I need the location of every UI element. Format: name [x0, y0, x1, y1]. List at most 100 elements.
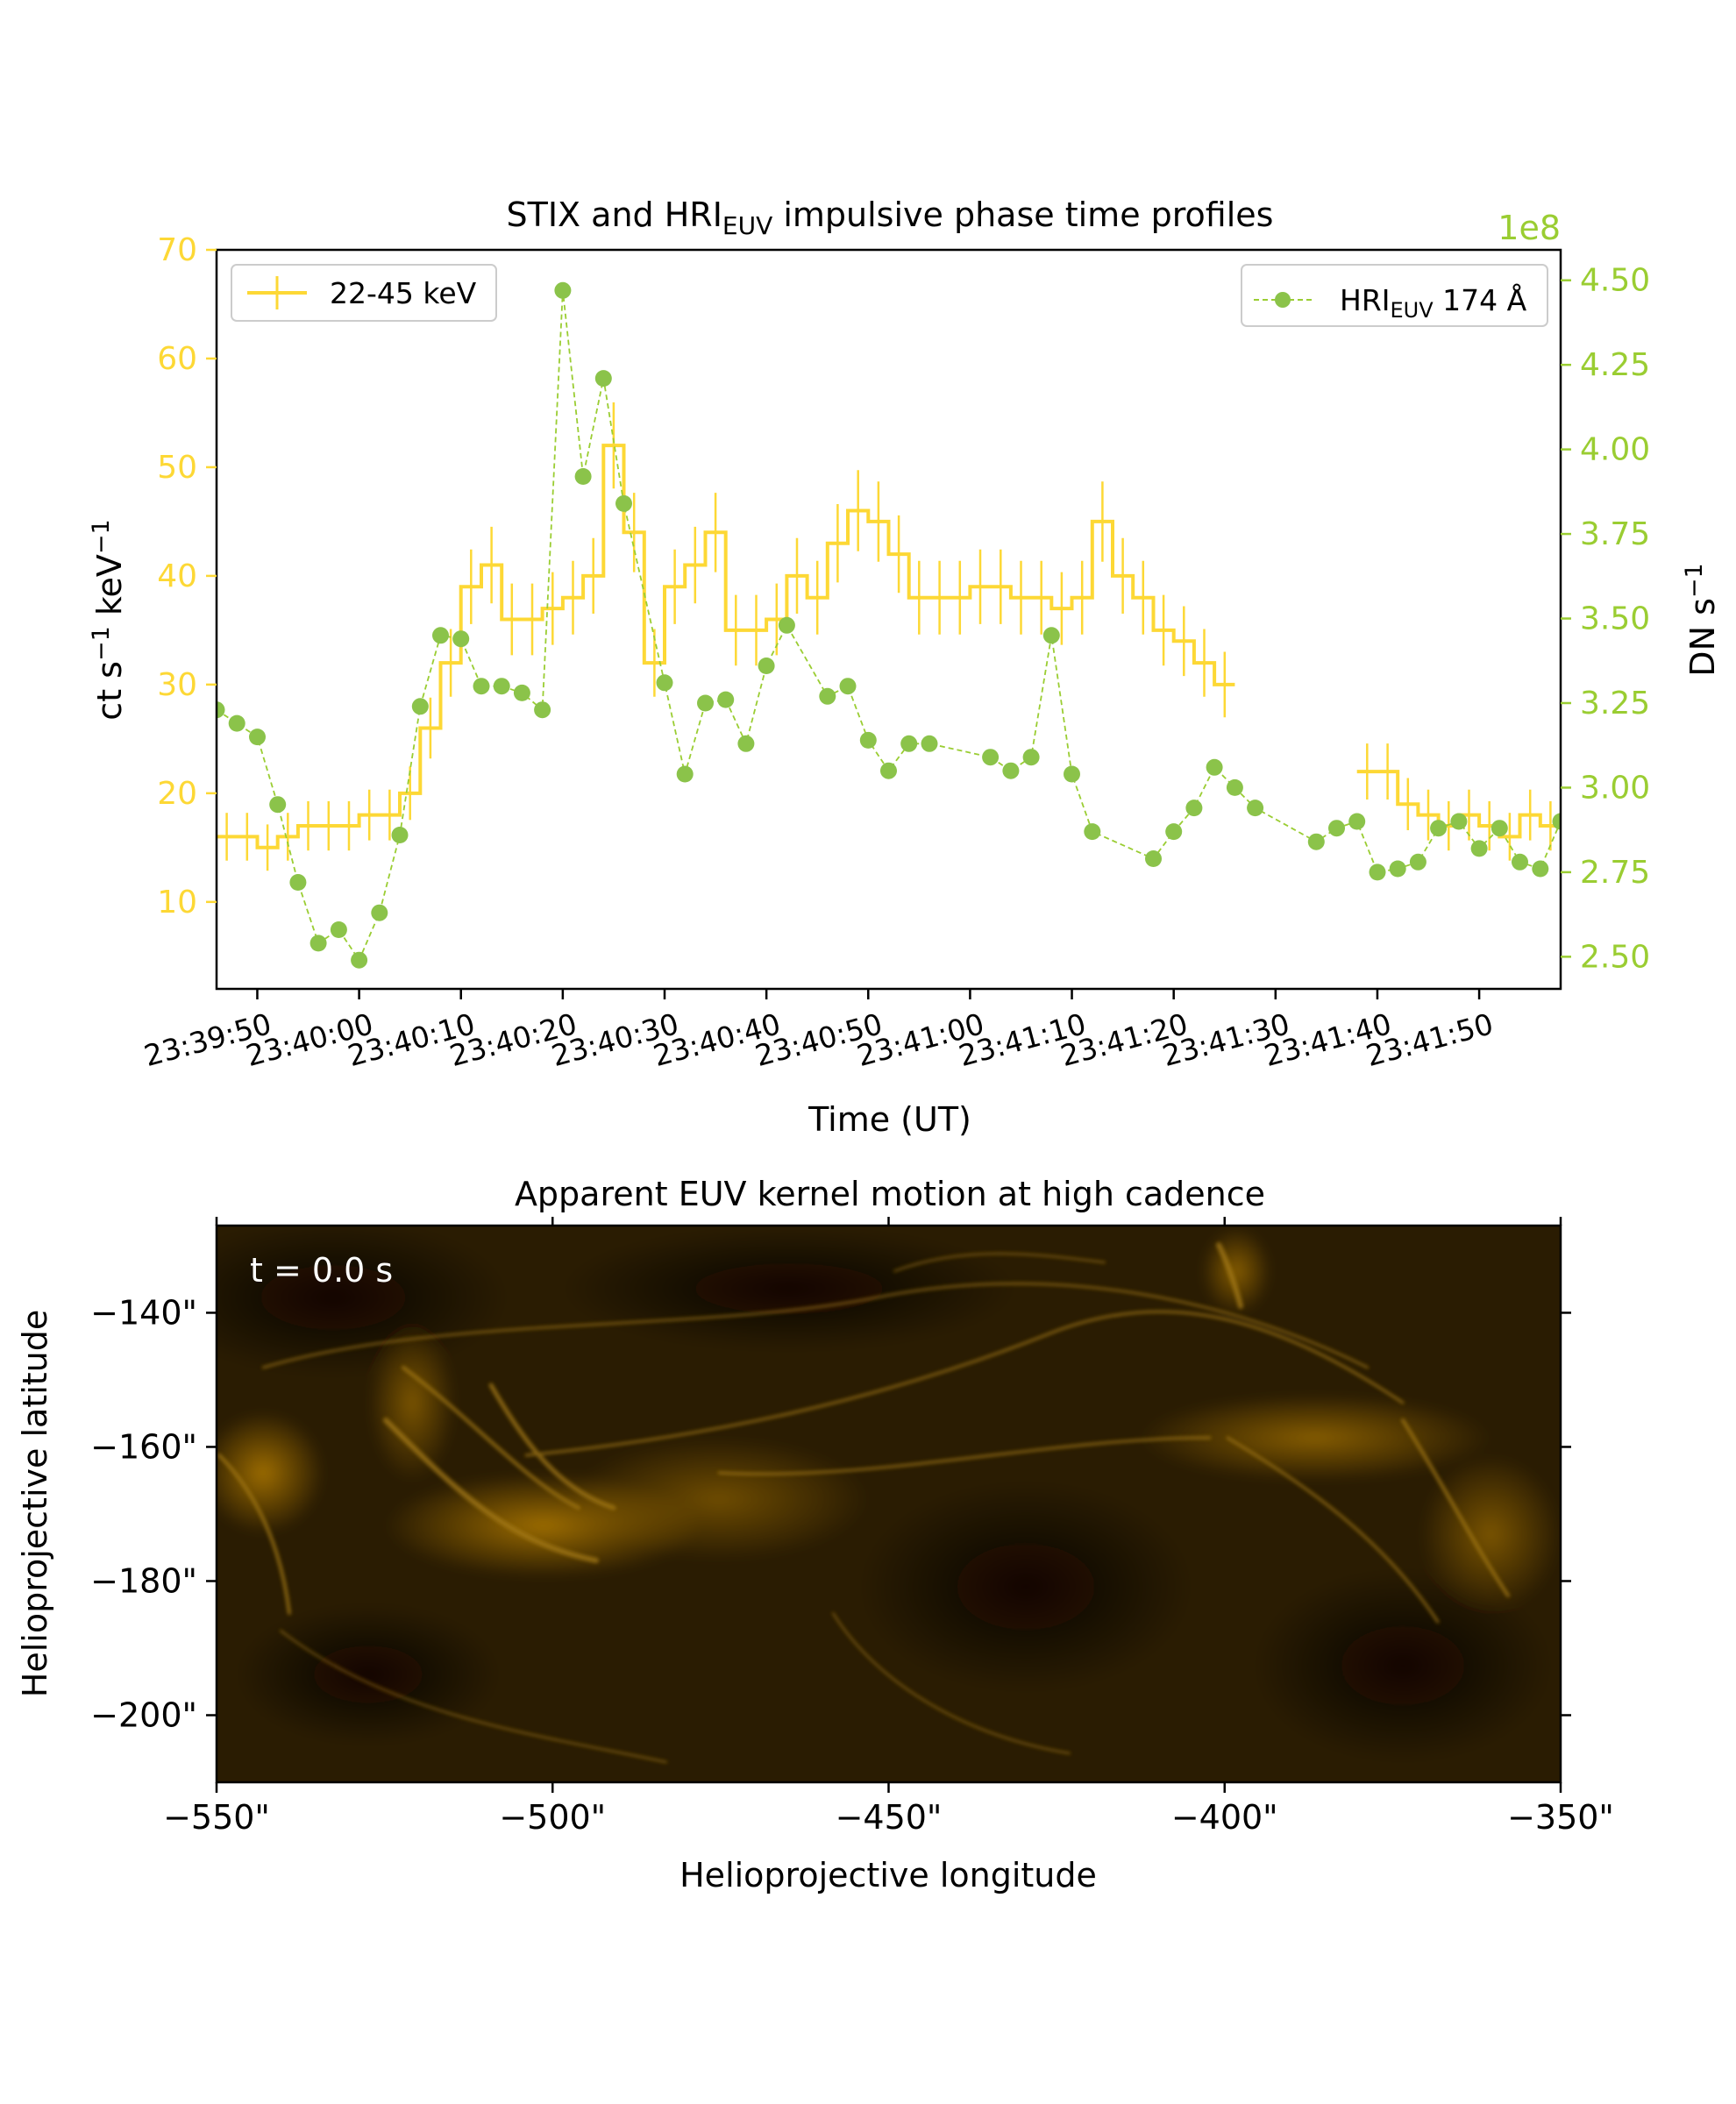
bottom-y-tick-label: −140"	[90, 1293, 197, 1332]
euv-point	[330, 921, 347, 938]
euv-point	[411, 698, 429, 715]
euv-point	[615, 494, 632, 512]
euv-point	[1145, 850, 1162, 867]
time-annotation: t = 0.0 s	[250, 1251, 393, 1290]
euv-point	[452, 630, 470, 648]
legend-stix-label: 22-45 keV	[330, 276, 477, 310]
right-axis-offset-label: 1e8	[1498, 209, 1561, 247]
euv-point	[676, 765, 694, 783]
euv-point	[228, 714, 245, 732]
euv-point	[1185, 800, 1203, 817]
left-y-tick-label: 70	[157, 232, 197, 268]
bottom-x-tick-label: −500"	[499, 1798, 606, 1837]
euv-point	[1002, 762, 1020, 779]
euv-image-panel: Apparent EUV kernel motion at high caden…	[16, 1175, 1614, 1894]
euv-image	[217, 1226, 1561, 1782]
euv-point	[1307, 833, 1325, 850]
left-y-tick-label: 30	[157, 667, 197, 703]
euv-point	[309, 935, 327, 952]
top-right-y-ticks: 2.50 2.75 3.00 3.25 3.50 3.75 4.00 4.25 4.50	[1561, 263, 1650, 975]
euv-point	[1206, 758, 1223, 776]
bottom-y-tick-label: −200"	[90, 1695, 197, 1734]
legend-stix: 22-45 keV	[231, 264, 497, 322]
euv-point	[269, 796, 287, 814]
right-y-tick-label: 3.50	[1580, 601, 1650, 637]
euv-point	[1389, 860, 1406, 878]
euv-point	[289, 874, 307, 891]
euv-point	[1409, 853, 1427, 871]
right-y-tick-label: 4.25	[1580, 347, 1650, 383]
euv-point	[1042, 627, 1060, 644]
top-right-y-axis-label: DN s−1	[1681, 563, 1722, 676]
euv-point	[432, 627, 449, 644]
bottom-y-axis-label: Helioprojective latitude	[16, 1310, 54, 1698]
stix-series-line-segment-2	[1356, 770, 1561, 839]
euv-point	[574, 468, 592, 485]
euv-point	[1328, 820, 1345, 837]
euv-point	[391, 827, 409, 843]
euv-point	[758, 658, 775, 674]
bottom-x-tick-label: −450"	[836, 1798, 943, 1837]
euv-point	[1064, 765, 1080, 783]
euv-point	[1022, 749, 1040, 766]
right-y-tick-label: 4.50	[1580, 263, 1650, 299]
time-profile-panel: STIX and HRIEUV impulsive phase time pro…	[88, 195, 1722, 1139]
euv-point	[1450, 813, 1468, 830]
right-y-tick-label: 3.00	[1580, 770, 1650, 806]
euv-series-line	[217, 290, 1561, 963]
euv-point	[697, 694, 714, 712]
bottom-y-tick-label: −180"	[90, 1561, 197, 1600]
right-y-tick-label: 2.75	[1580, 855, 1650, 891]
euv-point	[1369, 864, 1386, 881]
euv-point	[900, 735, 918, 752]
euv-point	[839, 678, 857, 695]
euv-point	[880, 762, 897, 779]
euv-point	[656, 674, 673, 692]
left-y-tick-label: 20	[157, 776, 197, 812]
euv-point	[921, 735, 938, 752]
right-y-tick-label: 3.25	[1580, 686, 1650, 721]
euv-point	[982, 749, 1000, 766]
euv-point	[493, 678, 510, 695]
legend-euv-marker	[1275, 292, 1291, 308]
euv-point	[554, 281, 572, 299]
euv-point	[217, 701, 225, 719]
euv-point	[1491, 820, 1508, 837]
left-y-tick-label: 50	[157, 450, 197, 486]
euv-point	[1226, 778, 1243, 796]
euv-point	[1430, 820, 1448, 837]
stix-series-line-segment-1	[217, 444, 1235, 849]
euv-point	[351, 951, 368, 969]
bottom-x-tick-label: −550"	[163, 1798, 270, 1837]
legend-euv-label: HRIEUV 174 Å	[1340, 282, 1527, 323]
bottom-x-axis-label: Helioprojective longitude	[679, 1856, 1097, 1894]
euv-point	[778, 616, 795, 634]
euv-point	[1165, 823, 1183, 841]
euv-point	[1470, 840, 1488, 857]
left-y-tick-label: 60	[157, 341, 197, 377]
top-x-axis-label: Time (UT)	[808, 1100, 971, 1139]
top-plot-frame	[215, 248, 1562, 991]
right-y-tick-label: 3.75	[1580, 516, 1650, 552]
euv-point	[1512, 853, 1528, 871]
euv-point	[819, 687, 836, 705]
top-chart-title: STIX and HRIEUV impulsive phase time pro…	[507, 195, 1274, 240]
euv-point	[1348, 813, 1366, 830]
euv-point	[737, 735, 755, 752]
top-x-ticks: 23:39:5023:40:0023:40:1023:40:2023:40:30…	[140, 989, 1497, 1073]
left-y-tick-label: 40	[157, 558, 197, 594]
top-left-y-axis-label: ct s−1 keV−1	[88, 519, 129, 720]
bottom-y-ticks: −140" −160" −180" −200"	[90, 1293, 1571, 1734]
euv-point	[1552, 813, 1561, 830]
euv-point	[513, 684, 530, 701]
euv-point	[859, 731, 877, 749]
euv-point	[717, 691, 735, 708]
right-y-tick-label: 4.00	[1580, 432, 1650, 468]
bottom-x-ticks: −550" −500" −450" −400" −350"	[163, 1217, 1614, 1837]
euv-point	[1084, 823, 1101, 841]
legend-euv: HRIEUV 174 Å	[1241, 264, 1548, 327]
bottom-y-tick-label: −160"	[90, 1427, 197, 1466]
euv-point	[473, 678, 490, 695]
euv-point	[249, 729, 266, 746]
